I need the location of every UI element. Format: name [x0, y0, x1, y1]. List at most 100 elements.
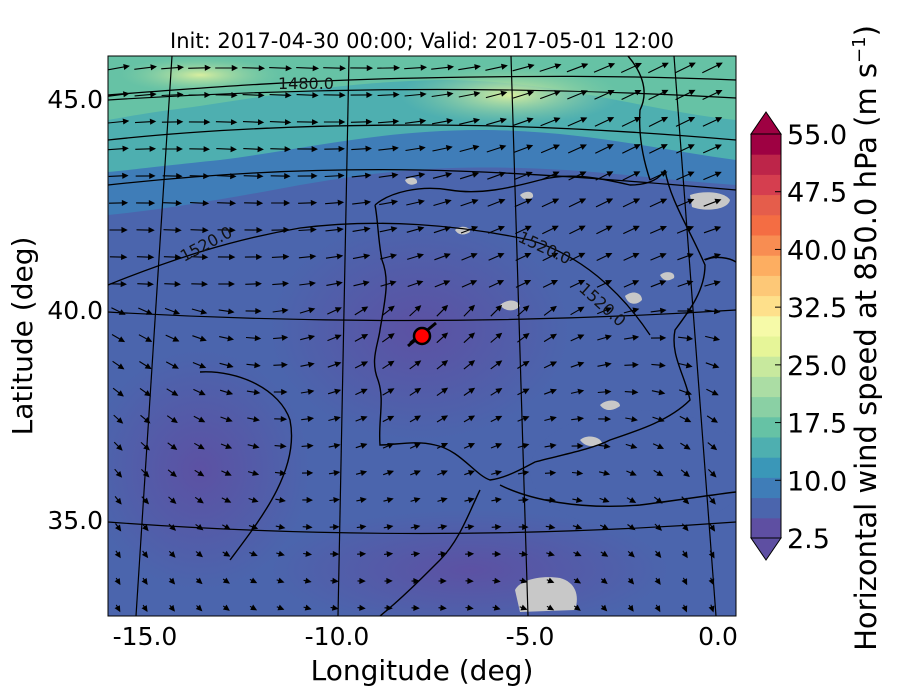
- wind-arrow-head: [472, 144, 480, 151]
- wind-arrow-head: [552, 171, 560, 178]
- wind-arrow-head: [252, 443, 260, 450]
- wind-arrow-head: [681, 551, 688, 559]
- wind-arrow-head: [172, 335, 180, 342]
- wind-arrow-head: [365, 145, 372, 152]
- wind-arrow-head: [312, 92, 319, 99]
- wind-arrow-head: [413, 604, 420, 611]
- colorbar-swatches: [751, 134, 781, 539]
- wind-arrow-head: [554, 63, 562, 70]
- wind-arrow-head: [632, 252, 640, 259]
- wind-arrow-head: [304, 604, 312, 611]
- wind-arrow-head: [499, 144, 507, 151]
- wind-arrow-head: [144, 390, 152, 397]
- wind-arrow-head: [387, 388, 395, 395]
- wind-arrow-head: [602, 496, 610, 503]
- colorbar-tick-label: 32.5: [787, 293, 847, 324]
- wind-arrow-head: [339, 118, 346, 126]
- wind-arrow-head: [577, 334, 585, 340]
- wind-arrow-head: [468, 443, 476, 449]
- colorbar-swatch: [751, 497, 781, 519]
- wind-arrow-head: [195, 577, 203, 585]
- wind-arrow-head: [414, 387, 422, 394]
- wind-arrow-head: [225, 443, 233, 450]
- wind-arrow-head: [520, 604, 528, 611]
- colorbar-extend-top: [750, 111, 782, 135]
- wind-arrow-head: [198, 389, 206, 396]
- wind-arrow-head: [441, 332, 449, 339]
- wind-arrow-head: [393, 91, 400, 98]
- wind-arrow-head: [550, 333, 557, 340]
- coastlines: [199, 56, 736, 616]
- wind-arrow-head: [522, 523, 529, 531]
- wind-arrow-head: [708, 605, 715, 613]
- wind-arrow-head: [333, 496, 340, 504]
- x-tick-label: -5.0: [506, 622, 555, 651]
- wind-arrow-head: [574, 577, 582, 584]
- wind-arrow-head: [633, 171, 641, 177]
- colorbar-swatch: [751, 235, 781, 256]
- wind-arrow-head: [495, 497, 502, 504]
- wind-arrow-head: [447, 64, 455, 71]
- wind-arrow-head: [360, 470, 368, 476]
- wind-arrow-head: [279, 496, 286, 503]
- wind-speed-med: [530, 410, 736, 530]
- wind-arrow-head: [575, 523, 583, 530]
- wind-arrow-head: [684, 416, 692, 423]
- site-marker: [407, 321, 437, 348]
- wind-arrow-head: [386, 551, 394, 558]
- wind-arrow-head: [251, 496, 259, 503]
- wind-arrow-head: [176, 118, 184, 125]
- wind-arrow-head: [257, 173, 264, 180]
- wind-arrow-head: [150, 91, 157, 98]
- wind-arrow-head: [659, 334, 667, 341]
- wind-arrow-head: [203, 146, 210, 153]
- france-coast: [627, 56, 651, 181]
- wind-arrow-head: [601, 550, 609, 557]
- wind-arrow-head: [577, 415, 585, 422]
- missing-data-patches: [405, 177, 730, 612]
- x-axis-label: Longitude (deg): [311, 654, 534, 687]
- wind-arrow-head: [360, 442, 368, 449]
- wind-arrow-head: [441, 387, 449, 394]
- wind-arrow-head: [228, 280, 235, 288]
- wind-arrow-head: [468, 304, 475, 312]
- wind-arrow-head: [580, 90, 588, 96]
- wind-arrow-head: [714, 171, 722, 178]
- wind-arrow-head: [629, 470, 637, 476]
- wind-arrow-head: [413, 551, 421, 558]
- wind-arrow-head: [682, 524, 689, 532]
- wind-arrow-head: [549, 415, 557, 422]
- colorbar-swatch: [751, 315, 781, 337]
- wind-arrow-head: [311, 146, 318, 153]
- wind-arrow-head: [120, 281, 127, 288]
- wind-arrow-head: [444, 226, 452, 232]
- wind-arrow-head: [310, 226, 317, 233]
- wind-arrow-head: [498, 198, 506, 205]
- wind-arrow-head: [336, 280, 343, 287]
- wind-arrow-head: [468, 332, 476, 339]
- wind-arrow-head: [147, 254, 155, 261]
- wind-arrow-head: [339, 92, 346, 99]
- wind-arrow-head: [630, 443, 638, 449]
- wind-arrow-head: [550, 305, 557, 313]
- wind-arrow-head: [123, 64, 130, 70]
- wind-arrow-head: [709, 524, 716, 532]
- x-tick-label: 0.0: [698, 622, 738, 651]
- wind-arrow-head: [580, 117, 588, 123]
- wind-arrow-head: [359, 551, 367, 558]
- wind-arrow-head: [632, 225, 640, 232]
- wind-arrow-head: [414, 443, 422, 449]
- wind-arrow-head: [441, 443, 449, 449]
- wind-arrow-head: [168, 604, 175, 612]
- wind-arrow-head: [468, 415, 476, 422]
- wind-arrow-head: [500, 63, 508, 70]
- colorbar-swatch: [751, 134, 781, 155]
- wind-arrow-head: [142, 524, 149, 532]
- wind-arrow-head: [250, 550, 258, 557]
- wind-arrow-head: [280, 416, 288, 423]
- wind-arrow-head: [709, 470, 717, 478]
- wind-arrow-head: [713, 308, 721, 315]
- wind-arrow-head: [230, 119, 238, 126]
- wind-arrow-head: [115, 497, 122, 505]
- wind-arrow-head: [601, 523, 609, 530]
